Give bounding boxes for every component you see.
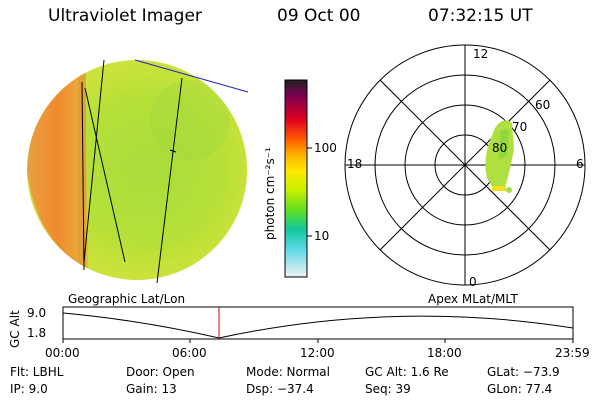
altitude-ymax: 9.0	[27, 306, 47, 320]
terminator-line	[134, 59, 249, 93]
image-time: 07:32:15 UT	[428, 6, 533, 26]
instrument-title: Ultraviolet Imager	[48, 6, 202, 26]
colorbar-tick-10: 10	[314, 229, 330, 243]
time-tick-1200: 12:00	[300, 346, 335, 360]
polar-label-6: 6	[576, 157, 584, 171]
polar-label-70: 70	[512, 120, 528, 134]
time-tick-0600: 06:00	[172, 346, 207, 360]
info-gain: Gain: 13	[126, 382, 177, 396]
time-tick-0000: 00:00	[45, 346, 80, 360]
image-date: 09 Oct 00	[277, 6, 361, 26]
time-tick-1800: 18:00	[427, 346, 462, 360]
color-scale	[284, 79, 312, 278]
polar-label-18: 18	[347, 157, 363, 171]
polar-label-80: 80	[492, 141, 508, 155]
info-dsp: Dsp: −37.4	[246, 382, 314, 396]
altitude-ymin: 1.8	[27, 326, 47, 340]
colorbar-tick-100: 100	[314, 141, 337, 155]
auroral-oval	[485, 120, 514, 193]
polar-caption: Apex MLat/MLT	[428, 292, 518, 306]
info-glon: GLon: 77.4	[487, 382, 553, 396]
altitude-ylabel: GC Alt	[8, 310, 22, 348]
info-seq: Seq: 39	[365, 382, 411, 396]
info-mode: Mode: Normal	[246, 365, 330, 379]
info-door: Door: Open	[126, 365, 195, 379]
altitude-plot	[62, 306, 574, 343]
polar-plot	[344, 44, 586, 286]
colorbar-unit-label: photon cm⁻²s⁻¹	[263, 147, 277, 240]
uvi-image	[27, 59, 249, 284]
polar-label-60: 60	[535, 98, 551, 112]
geographic-grid-lines	[81, 59, 183, 284]
polar-label-0: 0	[469, 275, 477, 289]
info-filter: Flt: LBHL	[10, 365, 64, 379]
info-ip: IP: 9.0	[10, 382, 48, 396]
time-tick-2359: 23:59	[555, 346, 590, 360]
info-gc-alt: GC Alt: 1.6 Re	[365, 365, 449, 379]
globe-caption: Geographic Lat/Lon	[68, 292, 186, 306]
polar-label-12: 12	[473, 47, 489, 61]
info-glat: GLat: −73.9	[487, 365, 560, 379]
